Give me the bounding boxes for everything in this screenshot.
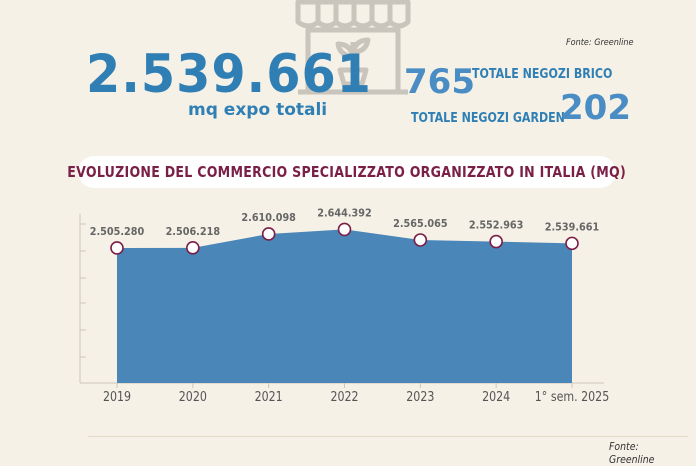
x-tick-label: 2021: [255, 389, 283, 404]
data-point: [489, 234, 503, 249]
x-tick-label: 2024: [482, 389, 510, 404]
data-label: 2.552.963: [469, 219, 523, 232]
data-point: [186, 241, 200, 255]
total-area-label: mq expo totali: [188, 100, 328, 120]
data-label: 2.644.392: [317, 207, 371, 220]
data-label: 2.610.098: [241, 211, 295, 224]
x-tick-label: 2023: [406, 389, 434, 404]
source-bottom: Fonte: Greenline: [609, 440, 655, 466]
data-point: [413, 233, 428, 247]
chart-title-bar: EVOLUZIONE DEL COMMERCIO SPECIALIZZATO O…: [68, 156, 626, 188]
source-top: Fonte: Greenline: [566, 38, 634, 48]
storefront-icon: [295, 0, 411, 95]
data-point: [337, 222, 352, 237]
data-label: 2.565.065: [393, 217, 447, 230]
garden-label: TOTALE NEGOZI GARDEN: [411, 111, 565, 126]
x-tick-label: 1° sem. 2025: [535, 389, 609, 404]
data-point: [110, 241, 124, 255]
x-tick-label: 2020: [179, 389, 207, 404]
garden-count: 202: [560, 88, 631, 128]
divider: [88, 436, 688, 437]
data-label: 2.505.280: [90, 225, 144, 238]
data-point: [261, 227, 276, 241]
area-series: [117, 229, 572, 383]
data-label: 2.539.661: [545, 221, 599, 234]
x-tick-label: 2022: [330, 389, 358, 404]
data-point: [565, 236, 579, 251]
chart-title: EVOLUZIONE DEL COMMERCIO SPECIALIZZATO O…: [67, 163, 627, 181]
brico-count: 765: [404, 62, 475, 102]
data-label: 2.506.218: [166, 225, 220, 238]
brico-label: TOTALE NEGOZI BRICO: [472, 67, 613, 82]
x-tick-label: 2019: [103, 389, 131, 404]
total-area-value: 2.539.661: [86, 44, 372, 105]
